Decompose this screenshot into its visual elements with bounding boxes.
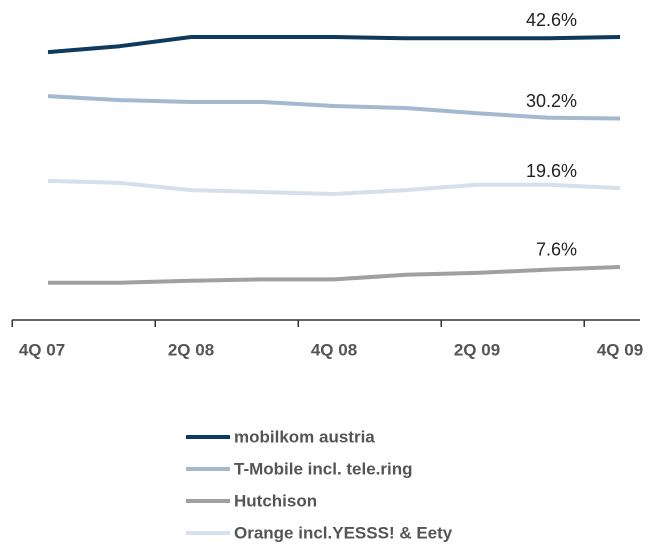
series-line (48, 265, 621, 285)
legend-label: T-Mobile incl. tele.ring (234, 459, 413, 478)
x-tick-label: 4Q 08 (311, 340, 357, 359)
series-line (47, 94, 621, 121)
x-tick-label: 2Q 08 (168, 340, 214, 359)
legend-label: Hutchison (234, 491, 317, 510)
x-tick-label: 4Q 07 (19, 340, 65, 359)
x-tick-label: 4Q 09 (597, 340, 643, 359)
value-label: 7.6% (536, 240, 577, 260)
value-label: 42.6% (526, 10, 577, 30)
value-label: 19.6% (526, 161, 577, 181)
legend-label: Orange incl.YESSS! & Eety (234, 523, 453, 542)
legend-label: mobilkom austria (234, 427, 375, 446)
value-label: 30.2% (526, 91, 577, 111)
series-line (47, 178, 621, 196)
series-line (47, 35, 621, 55)
x-tick-label: 2Q 09 (454, 340, 500, 359)
